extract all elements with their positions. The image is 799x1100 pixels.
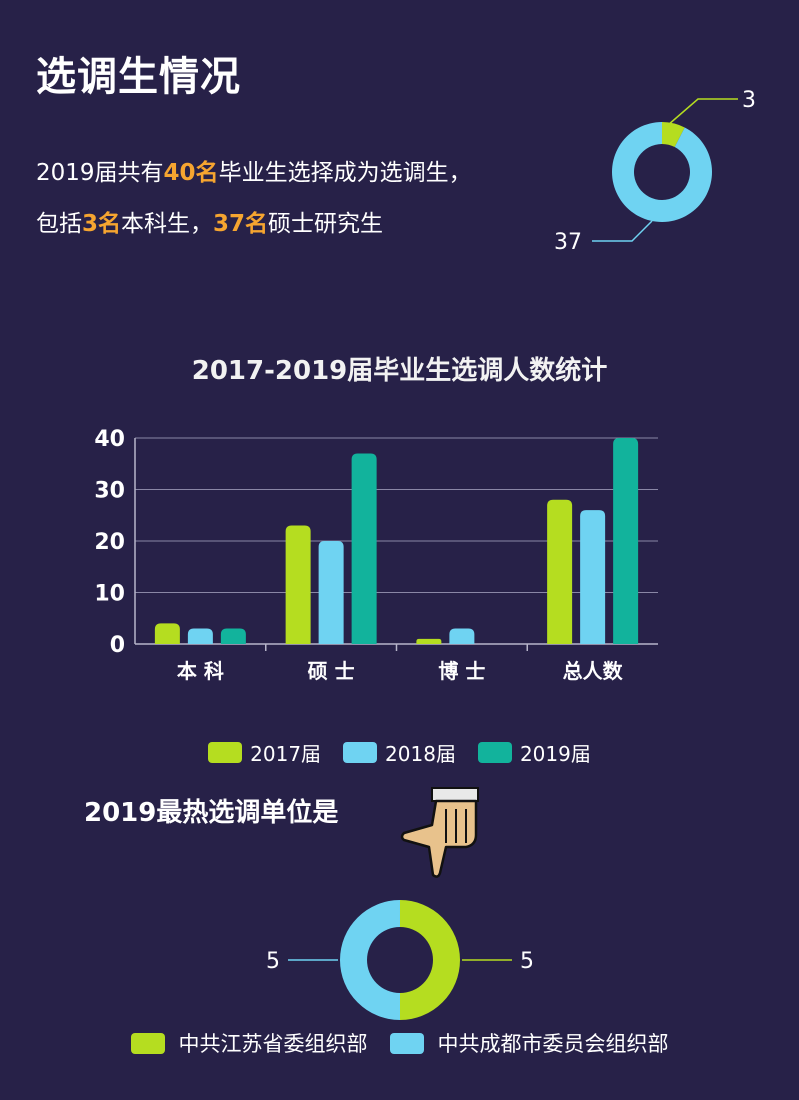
y-tick-label: 20 [94, 530, 125, 555]
bar-chart-title: 2017-2019届毕业生选调人数统计 [191, 356, 608, 386]
unit-legend: 中共江苏省委组织部 中共成都市委员会组织部 [0, 1028, 799, 1058]
donut-slice [662, 122, 685, 148]
unit-donut-chart: 55 [266, 900, 534, 1020]
summary-text: 本科生， [121, 211, 214, 237]
legend-label: 2017届 [250, 742, 322, 766]
bar [547, 499, 573, 644]
summary-text: 包括 [36, 211, 82, 237]
donut-slice [612, 122, 712, 222]
summary-line-2: 包括3名本科生，37名硕士研究生 [36, 208, 383, 240]
legend-swatch [477, 742, 512, 763]
page-title: 选调生情况 [36, 54, 241, 100]
bar [351, 453, 377, 644]
highlight-number: 37名 [213, 211, 269, 237]
legend-swatch [130, 1032, 165, 1054]
bar-chart: 0 10 20 30 40 本 科 硕 士 博 士 总人数 [94, 427, 658, 683]
donut-slice [339, 900, 400, 1020]
slice-label: 37 [554, 230, 582, 255]
slice-label: 3 [742, 88, 756, 113]
bar [318, 541, 344, 644]
y-tick-label: 0 [110, 633, 125, 658]
bar [580, 510, 606, 644]
bar [220, 628, 246, 644]
legend-item-2018: 2018届 [343, 738, 456, 767]
x-tick-label: 博 士 [438, 659, 485, 683]
highlight-number: 3名 [82, 211, 122, 237]
legend-swatch [208, 742, 243, 763]
y-tick-label: 10 [94, 582, 125, 607]
x-tick-label: 硕 士 [308, 659, 355, 683]
legend-item-chengdu: 中共成都市委员会组织部 [389, 1028, 669, 1058]
summary-line-1: 2019届共有40名毕业生选择成为选调生， [36, 157, 472, 189]
pointing-hand-icon [400, 787, 479, 878]
y-tick-label: 30 [94, 479, 125, 504]
legend-item-2017: 2017届 [208, 738, 321, 767]
summary-text: 硕士研究生 [268, 211, 384, 237]
degree-donut-chart: 3 37 [554, 88, 756, 255]
leader-line [667, 98, 738, 126]
slice-label: 5 [266, 949, 280, 974]
highlight-number: 40名 [163, 160, 219, 186]
legend-label: 中共成都市委员会组织部 [437, 1032, 669, 1056]
slice-label: 5 [520, 949, 534, 974]
bar [449, 628, 475, 644]
bar [285, 525, 311, 644]
legend-item-jiangsu: 中共江苏省委组织部 [130, 1028, 368, 1058]
summary-text: 2019届共有 [36, 160, 164, 186]
bar [154, 623, 180, 644]
bar [416, 638, 442, 644]
legend-label: 2019届 [519, 742, 591, 766]
legend-label: 2018届 [385, 742, 456, 766]
summary-text: 毕业生选择成为选调生， [218, 160, 472, 186]
bar [613, 438, 639, 644]
legend-label: 中共江苏省委组织部 [178, 1032, 368, 1056]
bar-chart-legend: 2017届 2018届 2019届 [0, 738, 799, 767]
donut-slice [400, 900, 461, 1020]
legend-swatch [389, 1032, 424, 1054]
leader-line [592, 220, 653, 242]
legend-swatch [343, 742, 378, 763]
x-tick-label: 总人数 [563, 659, 624, 683]
bar [187, 628, 213, 644]
y-tick-label: 40 [94, 427, 125, 452]
legend-item-2019: 2019届 [477, 738, 591, 767]
x-tick-label: 本 科 [177, 659, 224, 683]
section-heading: 2019最热选调单位是 [84, 798, 339, 828]
